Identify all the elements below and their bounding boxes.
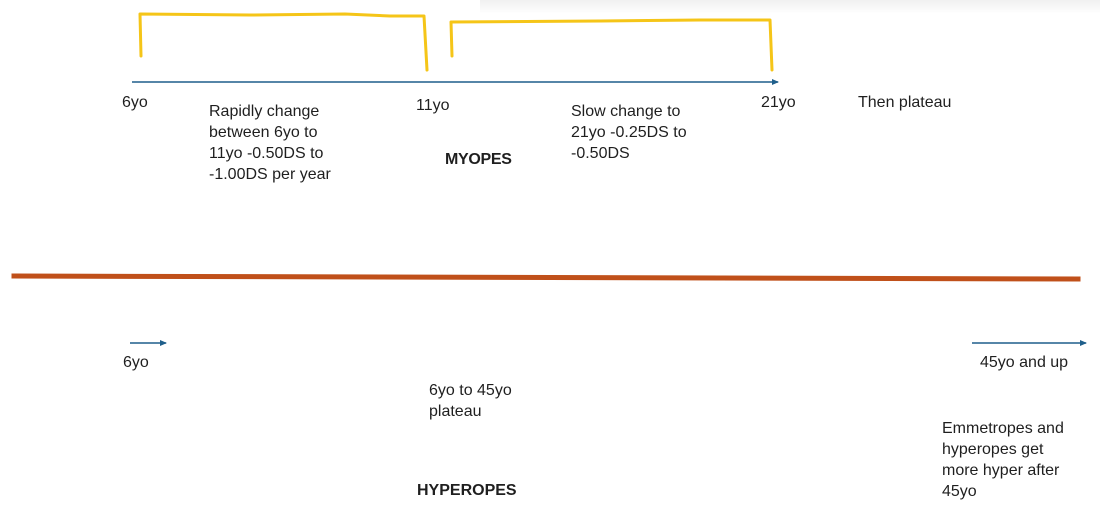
hyperopes-age-6-label: 6yo xyxy=(123,354,149,371)
myopes-rapid-change-text: Rapidly change between 6yo to 11yo -0.50… xyxy=(209,103,331,183)
myopes-slow-change-text: Slow change to 21yo -0.25DS to -0.50DS xyxy=(571,103,687,162)
bracket-6-to-11 xyxy=(138,12,429,72)
myopes-title: MYOPES xyxy=(445,151,512,168)
hyperopes-plateau-text: 6yo to 45yo plateau xyxy=(429,382,512,420)
bracket-11-to-21 xyxy=(449,18,774,72)
myopes-age-11-label: 11yo xyxy=(416,97,450,114)
section-divider xyxy=(11,273,1081,282)
hyperopes-age-45-up-label: 45yo and up xyxy=(980,354,1069,371)
myopes-plateau-label: Then plateau xyxy=(858,94,952,111)
myopes-age-21-label: 21yo xyxy=(761,94,796,111)
hyperopes-emmetropes-note: Emmetropes and hyperopes get more hyper … xyxy=(942,420,1064,500)
top-shadow xyxy=(480,0,1100,14)
hyperopes-title: HYPEROPES xyxy=(417,482,517,499)
myopes-age-6-label: 6yo xyxy=(122,94,148,111)
